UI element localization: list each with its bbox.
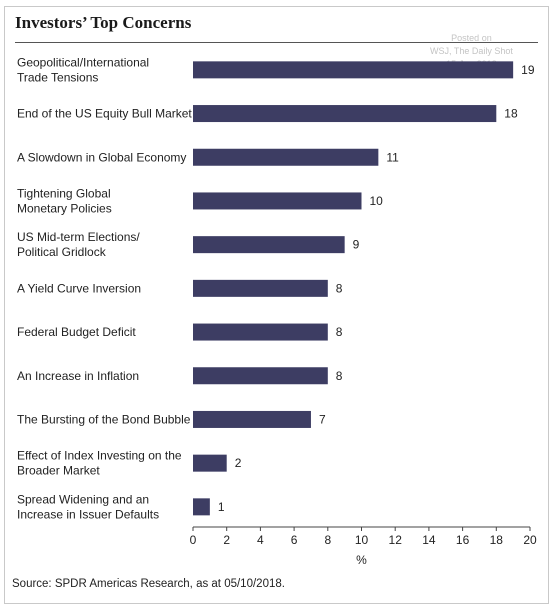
bar — [193, 192, 362, 210]
bar-value-label: 7 — [319, 412, 326, 426]
category-label-line: Effect of Index Investing on the — [17, 449, 182, 463]
x-tick-label: 0 — [190, 533, 197, 547]
x-tick-label: 12 — [389, 533, 403, 547]
category-label: Geopolitical/International Trade Tensions — [17, 55, 149, 84]
category-label-line: Federal Budget Deficit — [17, 325, 136, 339]
bar-value-label: 8 — [336, 281, 343, 295]
category-label-line: A Slowdown in Global Economy — [17, 150, 186, 164]
source-note: Source: SPDR Americas Research, as at 05… — [12, 578, 285, 590]
category-label-line: Broader Market — [17, 464, 100, 478]
chart-title: Investors’ Top Concerns — [15, 13, 192, 32]
bar — [193, 323, 328, 341]
x-tick-label: 18 — [490, 533, 504, 547]
bar-value-label: 19 — [521, 63, 535, 77]
bar — [193, 61, 514, 79]
x-tick-label: 2 — [223, 533, 230, 547]
category-label: Tightening Global Monetary Policies — [17, 186, 112, 215]
bars — [193, 61, 514, 516]
category-label-line: Spread Widening and an — [17, 492, 149, 506]
bar — [193, 410, 311, 428]
category-label-line: An Increase in Inflation — [17, 369, 139, 383]
x-tick-label: 8 — [324, 533, 331, 547]
category-label: The Bursting of the Bond Bubble — [17, 412, 191, 426]
category-label: An Increase in Inflation — [17, 369, 139, 383]
category-label-line: Monetary Policies — [17, 201, 112, 215]
category-label: Effect of Index Investing on the Broader … — [17, 449, 182, 478]
category-label: US Mid-term Elections/Political Gridlock — [17, 230, 140, 259]
category-label-line: A Yield Curve Inversion — [17, 281, 141, 295]
x-axis: 0 2 4 6 8 10 12 14 16 18 20 — [190, 526, 537, 547]
bar — [193, 367, 328, 385]
x-tick-label: 10 — [355, 533, 369, 547]
x-tick-label: 16 — [456, 533, 470, 547]
category-label: A Yield Curve Inversion — [17, 281, 141, 295]
category-label-line: Political Gridlock — [17, 245, 107, 259]
bar — [193, 148, 379, 166]
watermark-line-1: Posted on — [451, 33, 492, 43]
value-labels: 19 18 11 10 9 8 8 8 7 2 1 — [218, 63, 535, 514]
bar-value-label: 8 — [336, 325, 343, 339]
category-label-line: Trade Tensions — [17, 70, 98, 84]
category-label-line: Tightening Global — [17, 186, 111, 200]
category-labels: Geopolitical/International Trade Tensions… — [17, 55, 192, 521]
bar-value-label: 11 — [386, 150, 399, 164]
category-label: A Slowdown in Global Economy — [17, 150, 186, 164]
x-tick-label: 4 — [257, 533, 264, 547]
bar-value-label: 8 — [336, 369, 343, 383]
x-tick-label: 20 — [523, 533, 537, 547]
bar-value-label: 9 — [353, 238, 360, 252]
category-label-line: End of the US Equity Bull Market — [17, 107, 192, 121]
x-tick-label: 6 — [291, 533, 298, 547]
bar-value-label: 10 — [370, 194, 384, 208]
bar — [193, 105, 497, 123]
x-tick-label: 14 — [422, 533, 436, 547]
category-label: Spread Widening and an Increase in Issuer… — [17, 492, 159, 521]
bar-value-label: 2 — [235, 456, 242, 470]
x-axis-label: % — [356, 553, 367, 567]
category-label-line: The Bursting of the Bond Bubble — [17, 412, 191, 426]
bar — [193, 236, 345, 254]
category-label-line: Increase in Issuer Defaults — [17, 507, 159, 521]
bar — [193, 498, 210, 516]
category-label: End of the US Equity Bull Market — [17, 107, 192, 121]
category-label: Federal Budget Deficit — [17, 325, 136, 339]
title-rule — [15, 42, 538, 43]
bar-value-label: 18 — [504, 107, 518, 121]
category-label-line: Geopolitical/International — [17, 55, 149, 69]
watermark-line-2: WSJ, The Daily Shot — [430, 46, 513, 56]
bar-value-label: 1 — [218, 500, 225, 514]
category-label-line: US Mid-term Elections/ — [17, 230, 140, 244]
bar — [193, 279, 328, 297]
bar — [193, 454, 227, 472]
